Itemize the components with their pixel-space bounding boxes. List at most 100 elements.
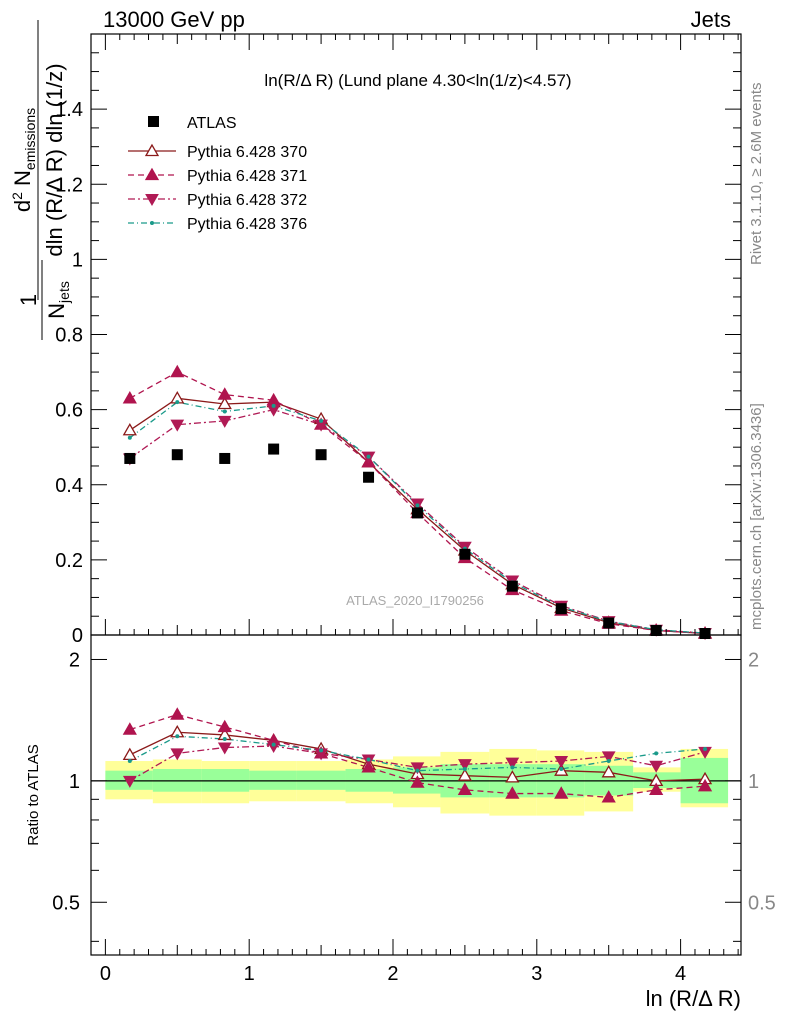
ratio-point-series-0: [122, 747, 137, 761]
main-point-series-3: [319, 418, 324, 423]
ratio-point-series-1: [649, 782, 664, 796]
ratio-point-series-3: [222, 737, 227, 742]
main-point-series-1: [217, 387, 232, 400]
ratio-point-series-1: [697, 778, 713, 792]
main-point-atlas: [603, 617, 615, 629]
main-point-atlas: [171, 449, 183, 461]
ratio-point-series-2: [458, 759, 472, 772]
ratio-point-series-2: [266, 741, 281, 754]
y-axis-label-ratio: Ratio to ATLAS: [25, 744, 42, 845]
legend-marker-atlas: [148, 116, 159, 127]
x-tick-label: 3: [531, 963, 542, 985]
legend-marker-series-1: [144, 167, 160, 181]
main-point-series-3: [127, 435, 132, 440]
ratio-point-series-2: [554, 756, 569, 769]
ratio-point-series-1: [601, 790, 616, 803]
y-tick-label-main: 0: [72, 625, 83, 647]
main-point-series-3: [366, 454, 371, 459]
main-point-atlas: [315, 449, 327, 461]
y-tick-label-ratio: 0.5: [52, 892, 80, 914]
axis-ticks: [90, 34, 741, 955]
main-point-series-1: [122, 391, 137, 404]
y-label-denominator: dln (R/Δ R) dln (1/z): [42, 63, 67, 256]
x-tick-label: 0: [100, 963, 111, 985]
ratio-point-series-2: [410, 762, 425, 775]
ratio-point-series-2: [122, 775, 137, 788]
header-process: Jets: [691, 7, 731, 32]
main-point-atlas: [650, 624, 662, 636]
ratio-point-series-3: [510, 765, 515, 770]
y-tick-label-main: 0.6: [55, 400, 83, 422]
rivet-version-label: Rivet 3.1.10, ≥ 2.6M events: [748, 83, 765, 266]
main-point-series-0: [217, 396, 232, 410]
y-tick-label-main: 1: [72, 249, 83, 271]
legend-label-series-1: Pythia 6.428 371: [187, 168, 307, 185]
y-tick-label-main: 0.8: [55, 325, 83, 347]
header-energy: 13000 GeV pp: [103, 7, 245, 32]
main-point-series-3: [271, 403, 276, 408]
ratio-point-series-2: [217, 742, 232, 755]
legend-label-series-0: Pythia 6.428 370: [187, 144, 307, 161]
main-point-atlas: [506, 580, 518, 592]
x-tick-label: 4: [675, 963, 686, 985]
ratio-point-series-3: [559, 767, 564, 772]
legend-label-atlas: ATLAS: [187, 115, 237, 132]
ratio-point-series-3: [462, 767, 467, 772]
y-tick-label-ratio-right: 1: [748, 771, 759, 793]
x-tick-label: 1: [244, 963, 255, 985]
main-point-atlas: [363, 471, 375, 483]
y-tick-label-main: 0.4: [55, 475, 83, 497]
ratio-point-series-3: [175, 734, 180, 739]
main-point-atlas: [555, 603, 567, 615]
ratio-point-series-1: [217, 719, 232, 733]
main-point-series-2: [217, 415, 232, 428]
y-tick-label-ratio: 2: [69, 649, 80, 671]
main-point-atlas: [411, 507, 423, 519]
x-axis-label: ln (R/Δ R): [646, 986, 741, 1011]
ratio-point-series-3: [654, 751, 659, 756]
y-tick-label-ratio-right: 2: [748, 649, 759, 671]
y-label-numerator: d2 Nemissions: [9, 108, 38, 212]
axis-tick-labels: 0 1 2 3 4 0 0.2 0.4 0.6 0.8 1 1.2 1.4 0.5 0.5 1 1 2 2: [52, 99, 776, 985]
legend-label-series-2: Pythia 6.428 372: [187, 192, 307, 209]
y-tick-label-main: 1.2: [55, 174, 83, 196]
ratio-point-series-2: [505, 757, 520, 770]
ratio-point-series-1: [361, 760, 376, 773]
ratio-frame: [90, 634, 742, 956]
main-point-series-3: [175, 400, 180, 405]
ratio-point-series-0: [457, 768, 473, 781]
legend-label-series-3: Pythia 6.428 376: [187, 216, 307, 233]
y-axis-label-fraction: d2 Nemissions dln (R/Δ R) dln (1/z): [9, 20, 67, 300]
main-point-atlas: [219, 452, 231, 464]
ratio-point-series-0: [505, 770, 520, 783]
main-point-atlas: [124, 452, 136, 464]
chart-title: ln(R/Δ R) (Lund plane 4.30<ln(1/z)<4.57): [264, 71, 571, 90]
y-label-denominator-njets: Njets: [44, 281, 72, 319]
legend-marker-series-0: [144, 143, 160, 157]
main-point-series-2: [170, 419, 185, 432]
y-tick-label-ratio-right: 0.5: [748, 892, 776, 914]
x-tick-label: 2: [387, 963, 398, 985]
ratio-point-series-2: [601, 751, 616, 764]
main-point-series-3: [222, 409, 227, 414]
ratio-point-series-3: [319, 748, 324, 753]
main-point-series-0: [122, 422, 137, 436]
ratio-point-series-0: [601, 765, 616, 778]
ratio-point-series-1: [122, 722, 137, 735]
analysis-watermark: ATLAS_2020_I1790256: [346, 593, 484, 608]
ratio-point-series-3: [703, 746, 708, 751]
main-point-atlas: [699, 627, 711, 639]
main-point-series-3: [415, 503, 420, 508]
legend: ATLAS Pythia 6.428 370 Pythia 6.428 371 Py…: [128, 115, 307, 233]
legend-marker-series-2: [145, 194, 159, 207]
ratio-point-series-2: [649, 760, 664, 773]
main-point-atlas: [268, 443, 280, 455]
y-tick-label-main: 0.2: [55, 550, 83, 572]
y-tick-label-main: 1.4: [55, 99, 83, 121]
ratio-point-series-1: [170, 707, 185, 720]
main-point-atlas: [459, 548, 471, 560]
legend-marker-series-3: [150, 221, 154, 225]
main-markers: [122, 364, 713, 641]
ratio-point-series-3: [415, 768, 420, 773]
ratio-point-series-1: [457, 782, 473, 796]
